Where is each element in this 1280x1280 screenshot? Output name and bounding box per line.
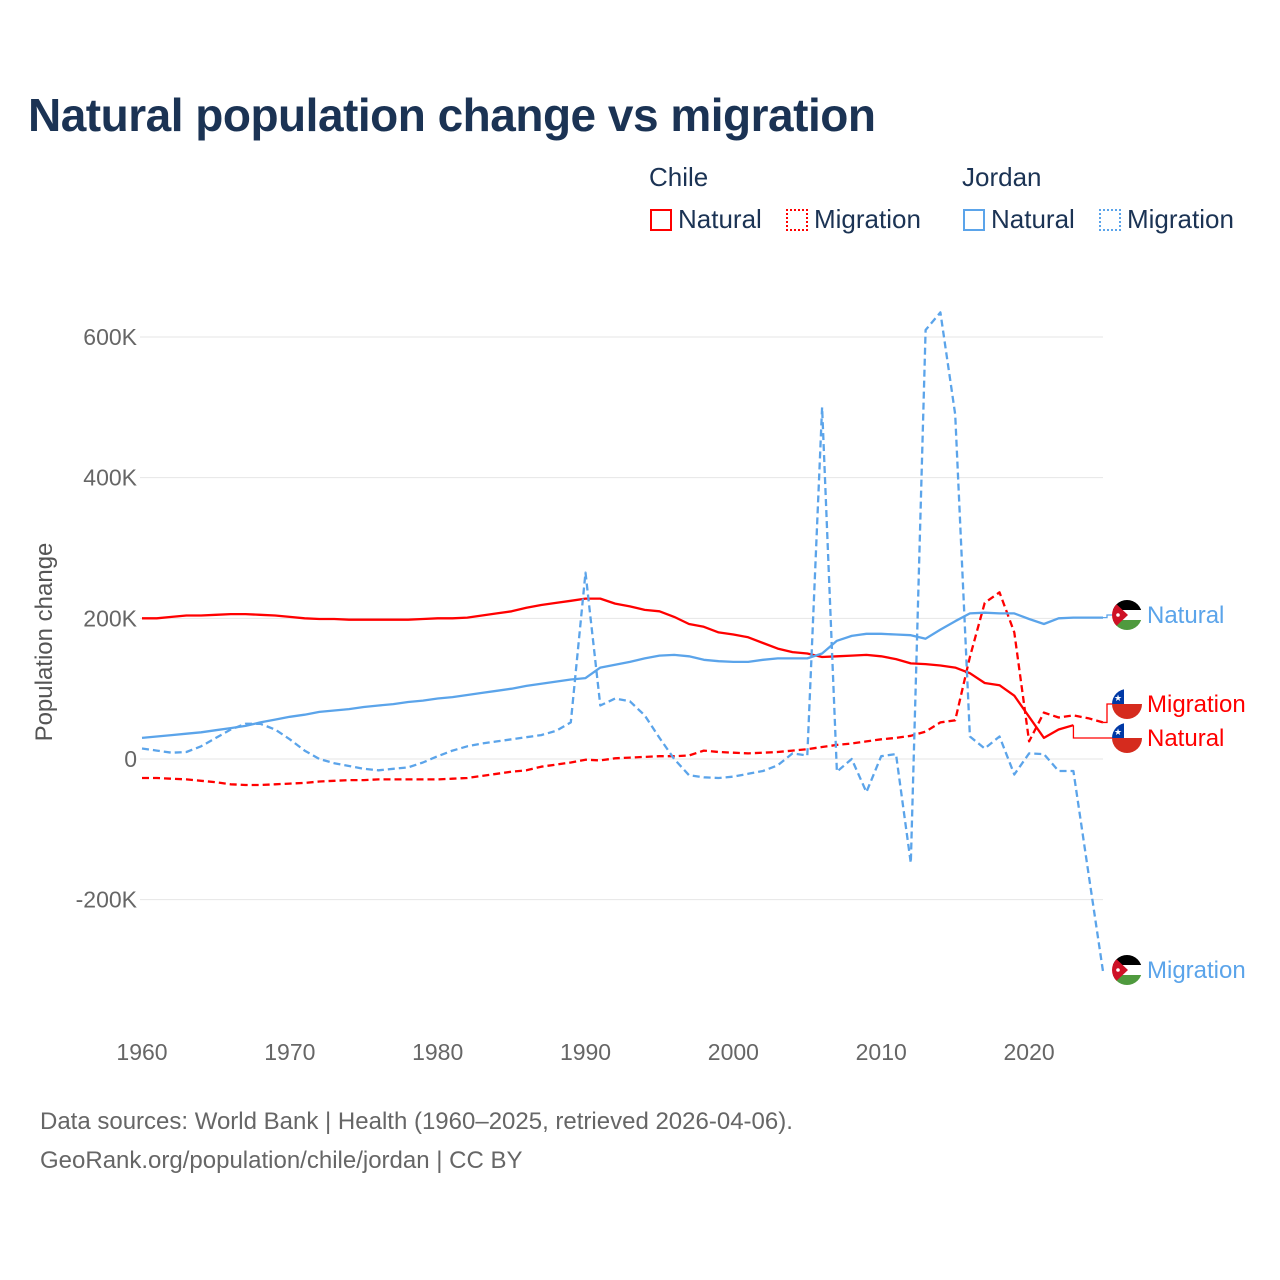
series-line-chile-migration xyxy=(142,591,1104,787)
footer-link[interactable]: GeoRank.org/population/chile/jordan | CC… xyxy=(40,1147,523,1174)
x-tick-label: 1980 xyxy=(412,1039,463,1065)
legend-label: Migration xyxy=(814,204,921,234)
y-tick-label: 0 xyxy=(124,746,137,772)
legend-swatch xyxy=(650,209,672,231)
flag-green xyxy=(1112,975,1142,985)
series-line-jordan-natural xyxy=(141,611,1103,740)
x-tick-label: 1960 xyxy=(116,1039,167,1065)
flag-green xyxy=(1112,620,1142,630)
flag-star: ★ xyxy=(1114,727,1122,737)
legend-jordan-natural[interactable]: Natural xyxy=(963,204,1075,235)
flag-black xyxy=(1112,955,1142,965)
end-label-jordan-natural: Natural xyxy=(1112,600,1224,630)
legend-group-chile: Chile xyxy=(649,162,709,192)
y-tick-label: 600K xyxy=(83,324,137,350)
x-tick-label: 1970 xyxy=(264,1039,315,1065)
jordan-flag-icon xyxy=(1112,955,1142,985)
chart-title: Natural population change vs migration xyxy=(28,89,876,141)
end-label-chile-migration: ★ Migration xyxy=(1112,689,1246,719)
label-connector xyxy=(1103,614,1112,619)
x-tick-label: 1990 xyxy=(560,1039,611,1065)
chile-flag-icon: ★ xyxy=(1112,723,1142,753)
flag-star xyxy=(1116,613,1120,617)
end-label-text: Natural xyxy=(1147,725,1224,752)
y-tick-label: 400K xyxy=(83,465,137,491)
legend-label: Natural xyxy=(678,204,762,234)
legend-jordan-migration[interactable]: Migration xyxy=(1099,204,1234,235)
legend-label: Natural xyxy=(991,204,1075,234)
flag-black xyxy=(1112,600,1142,610)
legend-swatch xyxy=(1099,209,1121,231)
x-tick-label: 2000 xyxy=(708,1039,759,1065)
y-tick-label: 200K xyxy=(83,605,137,631)
label-connector xyxy=(1103,703,1112,724)
flag-triangle xyxy=(1112,955,1128,985)
end-label-text: Natural xyxy=(1147,602,1224,629)
legend-swatch xyxy=(963,209,985,231)
series-line-chile-natural xyxy=(142,597,1074,740)
y-axis-label: Population change xyxy=(31,543,58,742)
legend-swatch xyxy=(786,209,808,231)
end-label-text: Migration xyxy=(1147,691,1246,718)
flag-red xyxy=(1112,738,1142,753)
footer-sources: Data sources: World Bank | Health (1960–… xyxy=(40,1108,793,1135)
flag-star xyxy=(1116,968,1120,972)
chile-flag-icon: ★ xyxy=(1112,689,1142,719)
legend-label: Migration xyxy=(1127,204,1234,234)
flag-star: ★ xyxy=(1114,693,1122,703)
end-label-jordan-migration: Migration xyxy=(1112,955,1246,985)
x-tick-label: 2010 xyxy=(856,1039,907,1065)
series-line-jordan-migration xyxy=(141,311,1105,972)
jordan-flag-icon xyxy=(1112,600,1142,630)
legend-group-jordan: Jordan xyxy=(962,162,1042,192)
end-label-text: Migration xyxy=(1147,957,1246,984)
legend-chile-migration[interactable]: Migration xyxy=(786,204,921,235)
flag-triangle xyxy=(1112,600,1128,630)
flag-red xyxy=(1112,704,1142,719)
x-tick-label: 2020 xyxy=(1003,1039,1054,1065)
legend-chile-natural[interactable]: Natural xyxy=(650,204,762,235)
label-connector xyxy=(1072,725,1112,739)
y-tick-label: -200K xyxy=(76,887,138,913)
end-label-chile-natural: ★ Natural xyxy=(1112,723,1224,753)
